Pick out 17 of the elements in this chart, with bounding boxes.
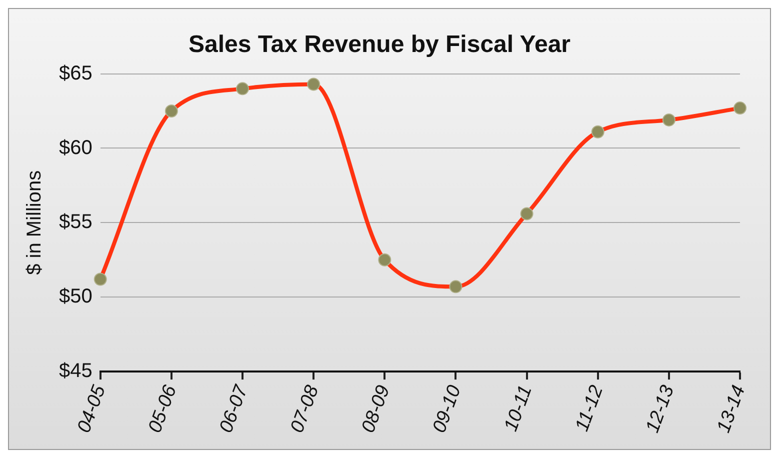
y-tick-label: $65	[58, 62, 92, 84]
x-tick-label: 09-10	[429, 382, 466, 436]
y-axis-title: $ in Millions	[24, 170, 46, 275]
x-tick-label: 10-11	[500, 382, 536, 434]
chart-title: Sales Tax Revenue by Fiscal Year	[188, 31, 571, 58]
x-tick-label: 08-09	[358, 382, 394, 436]
x-tick-label: 06-07	[216, 381, 253, 436]
y-tick-label: $55	[58, 211, 92, 234]
y-tick-label: $45	[58, 360, 92, 382]
x-tick-label: 04-05	[74, 382, 110, 436]
x-tick-label: 13-14	[713, 382, 750, 436]
x-tick-label: 05-06	[144, 382, 182, 436]
y-tick-label: $50	[58, 286, 92, 308]
x-tick-label: 11-12	[572, 382, 608, 434]
y-tick-label: $60	[58, 136, 92, 159]
x-tick-label: 12-13	[642, 382, 679, 436]
x-tick-label: 07-08	[286, 382, 324, 436]
